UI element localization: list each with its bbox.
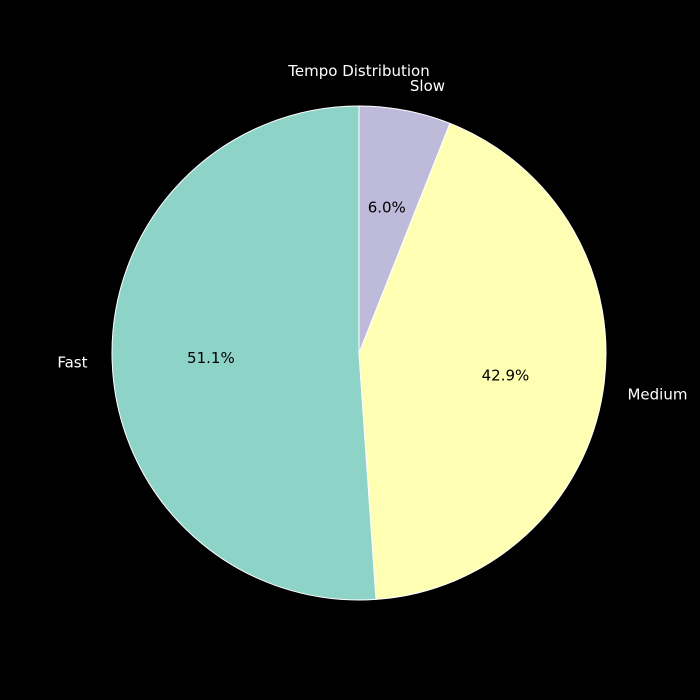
slice-label-fast: Fast <box>57 353 87 371</box>
chart-title: Tempo Distribution <box>287 62 429 80</box>
slice-percent-medium: 42.9% <box>482 367 530 385</box>
pie-slices <box>111 105 607 601</box>
pie-slice-fast <box>111 105 377 601</box>
pie-slice-medium <box>358 122 607 600</box>
slice-label-medium: Medium <box>627 386 687 404</box>
slice-percent-fast: 51.1% <box>187 349 235 367</box>
pie-slice-slow <box>358 105 451 354</box>
pie-labels: Fast 51.1% Medium 42.9% Slow 6.0% <box>57 77 687 404</box>
slice-percent-slow: 6.0% <box>368 198 406 216</box>
slice-label-slow: Slow <box>410 77 445 95</box>
